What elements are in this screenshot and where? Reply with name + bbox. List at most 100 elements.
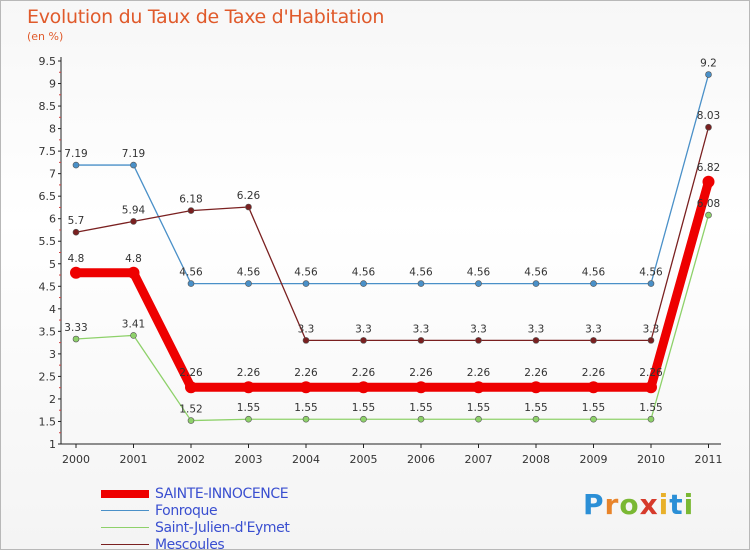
data-label: 4.8 (68, 253, 85, 265)
data-label: 3.3 (298, 323, 315, 335)
x-tick-label: 2011 (695, 453, 723, 466)
data-label: 3.3 (528, 323, 545, 335)
proxiti-logo: Proxiti (583, 488, 694, 521)
y-tick-label: 6 (49, 213, 56, 226)
logo-letter: i (658, 488, 670, 521)
legend-label: Fonroque (155, 502, 218, 519)
data-point (590, 415, 597, 423)
data-label: 2.26 (467, 367, 491, 379)
x-tick-label: 2002 (177, 453, 205, 466)
legend-label: Mescoules (155, 536, 225, 553)
y-tick-label: 9.5 (39, 55, 57, 68)
data-point (72, 335, 80, 343)
legend: SAINTE-INNOCENCE Fonroque Saint-Julien-d'E… (101, 485, 290, 553)
data-label: 5.7 (68, 215, 85, 227)
legend-item: Mescoules (101, 536, 289, 553)
logo-letter: r (604, 488, 620, 521)
data-label: 1.55 (467, 402, 490, 414)
data-label: 2.26 (639, 367, 663, 379)
data-point (705, 123, 712, 131)
y-tick-label: 2 (49, 393, 56, 406)
data-label: 1.52 (179, 404, 202, 416)
y-tick-label: 4 (49, 303, 56, 316)
data-point (705, 71, 712, 78)
data-point (647, 280, 655, 287)
data-label: 7.19 (64, 148, 87, 160)
data-label: 8.03 (697, 110, 720, 122)
data-label: 1.55 (294, 402, 317, 414)
data-point (417, 280, 425, 287)
y-tick-label: 9 (49, 78, 56, 91)
data-point (130, 161, 137, 169)
data-label: 5.94 (122, 204, 146, 216)
data-point (245, 203, 252, 211)
data-label: 2.26 (179, 367, 203, 379)
y-tick-label: 3 (49, 348, 56, 361)
data-label: 2.26 (524, 367, 548, 379)
y-tick-label: 7 (49, 168, 56, 181)
data-point (532, 415, 540, 423)
data-point (590, 280, 597, 287)
data-point (417, 337, 425, 344)
data-label: 1.55 (409, 402, 432, 414)
data-point (245, 415, 252, 423)
y-tick-label: 1.5 (39, 415, 57, 428)
data-label: 4.8 (125, 253, 142, 265)
data-point (300, 381, 312, 394)
data-point (530, 381, 542, 394)
data-label: 1.55 (237, 402, 260, 414)
data-label: 3.3 (643, 323, 660, 335)
data-label: 1.55 (582, 402, 605, 414)
y-tick-label: 1 (49, 438, 56, 451)
data-point (647, 415, 655, 423)
data-point (70, 266, 82, 279)
x-tick-label: 2007 (465, 453, 493, 466)
data-point (475, 280, 482, 287)
data-point (705, 211, 712, 219)
series-lines (70, 71, 715, 424)
data-point (302, 415, 310, 423)
data-point (302, 337, 310, 344)
data-point (187, 417, 195, 424)
data-label: 6.18 (179, 194, 202, 206)
data-point (127, 266, 140, 279)
data-point (532, 280, 540, 287)
data-point (415, 381, 427, 394)
data-point (645, 381, 657, 394)
data-label: 9.2 (700, 58, 717, 70)
legend-swatch (101, 489, 149, 498)
y-tick-label: 6.5 (39, 190, 57, 203)
data-label: 6.82 (697, 162, 720, 174)
series-line-1 (76, 74, 710, 285)
data-label: 2.26 (582, 367, 606, 379)
logo-letter: o (619, 488, 640, 521)
data-label: 2.26 (409, 367, 433, 379)
data-label: 4.56 (409, 267, 433, 279)
logo-letter: x (639, 488, 659, 521)
x-tick-label: 2000 (62, 453, 90, 466)
legend-label: SAINTE-INNOCENCE (155, 485, 289, 502)
data-label: 3.3 (470, 323, 487, 335)
y-tick-label: 2.5 (39, 370, 57, 383)
data-labels: 4.8 4.8 2.26 2.26 2.26 2.26 2.26 2.26 2.26 2.26 2.… (64, 58, 720, 416)
data-label: 4.56 (639, 267, 663, 279)
data-point (360, 415, 367, 423)
data-label: 3.3 (585, 323, 602, 335)
data-label: 4.56 (582, 267, 606, 279)
data-point (417, 415, 425, 423)
y-tick-label: 5.5 (39, 235, 57, 248)
legend-item: SAINTE-INNOCENCE (101, 485, 289, 502)
data-label: 4.56 (294, 267, 318, 279)
data-point (187, 207, 195, 214)
x-tick-label: 2005 (350, 453, 378, 466)
legend-swatch (101, 543, 149, 546)
data-point (532, 337, 540, 344)
data-point (360, 280, 367, 287)
data-point (702, 175, 715, 188)
y-tick-label: 7.5 (39, 145, 57, 158)
series-line-0 (76, 180, 713, 392)
data-point (185, 381, 197, 394)
x-tick-label: 2004 (292, 453, 320, 466)
data-point (72, 228, 80, 236)
axes: 11.522.533.544.555.566.577.588.599.52000… (39, 55, 723, 466)
